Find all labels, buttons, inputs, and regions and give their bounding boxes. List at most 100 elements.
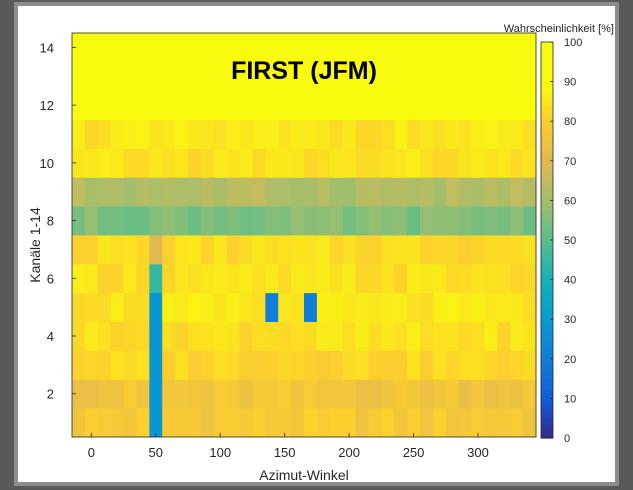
heatmap-cell bbox=[342, 408, 356, 438]
heatmap-cell bbox=[407, 90, 421, 120]
heatmap-cell bbox=[200, 206, 215, 236]
heatmap-cell bbox=[84, 90, 99, 120]
heatmap-cell bbox=[407, 148, 421, 178]
heatmap-cell bbox=[510, 119, 524, 149]
heatmap-cell bbox=[84, 292, 99, 322]
colorbar-label: Wahrscheinlichkeit [%] bbox=[504, 23, 614, 35]
heatmap-cell bbox=[110, 119, 124, 149]
heatmap-cell bbox=[355, 33, 369, 63]
heatmap-cell bbox=[188, 379, 202, 409]
heatmap-cell bbox=[316, 61, 331, 92]
colorbar-segment bbox=[541, 254, 553, 261]
heatmap-cell bbox=[445, 321, 460, 351]
heatmap-cell bbox=[278, 408, 292, 438]
heatmap-cell bbox=[136, 321, 150, 351]
heatmap-cell bbox=[316, 321, 331, 351]
heatmap-cell bbox=[510, 321, 524, 351]
heatmap-cell bbox=[420, 61, 434, 92]
heatmap-cell bbox=[278, 119, 292, 149]
colorbar-segment bbox=[541, 106, 553, 112]
heatmap-cell bbox=[252, 148, 266, 178]
heatmap-cell bbox=[484, 61, 498, 92]
heatmap-cell bbox=[162, 350, 176, 380]
heatmap-cell bbox=[368, 33, 382, 63]
y-tick-label: 14 bbox=[40, 40, 54, 55]
heatmap-cell bbox=[200, 379, 215, 409]
heatmap-cell bbox=[381, 119, 395, 149]
colorbar-segment bbox=[541, 116, 553, 122]
colorbar-segment bbox=[541, 195, 553, 201]
heatmap-cell bbox=[316, 379, 331, 409]
heatmap-cell bbox=[510, 379, 524, 409]
heatmap-cell bbox=[407, 321, 421, 351]
heatmap-cell bbox=[523, 119, 537, 149]
heatmap-cell bbox=[407, 61, 421, 92]
heatmap-cell bbox=[342, 321, 356, 351]
colorbar-segment bbox=[541, 96, 553, 102]
heatmap-cell bbox=[97, 61, 112, 92]
heatmap-cell bbox=[329, 206, 344, 236]
heatmap-cell bbox=[316, 408, 331, 438]
colorbar-segment bbox=[541, 205, 553, 211]
heatmap-cell bbox=[445, 292, 460, 322]
heatmap-cell bbox=[484, 350, 498, 380]
heatmap-cell bbox=[329, 177, 344, 207]
heatmap-cell bbox=[265, 321, 279, 351]
heatmap-cell bbox=[291, 263, 305, 294]
colorbar-segment bbox=[541, 398, 553, 404]
heatmap-cell bbox=[226, 408, 240, 438]
heatmap-cell bbox=[458, 33, 472, 63]
heatmap-cell bbox=[381, 350, 395, 380]
heatmap-cell bbox=[458, 177, 472, 207]
heatmap-cell bbox=[291, 235, 305, 265]
colorbar-tick-label: 0 bbox=[564, 433, 570, 445]
heatmap-cell bbox=[278, 263, 292, 294]
heatmap-cell bbox=[72, 90, 86, 120]
colorbar-segment bbox=[541, 249, 553, 256]
heatmap-cell bbox=[407, 408, 421, 438]
heatmap-cell bbox=[226, 33, 240, 63]
heatmap-cell bbox=[484, 33, 498, 63]
heatmap-cell bbox=[510, 90, 524, 120]
heatmap-cell bbox=[110, 206, 124, 236]
heatmap-cell bbox=[342, 263, 356, 294]
colorbar-segment bbox=[541, 81, 553, 88]
colorbar-segment bbox=[541, 244, 553, 251]
colorbar-segment bbox=[541, 259, 553, 266]
heatmap-cell bbox=[445, 148, 460, 178]
heatmap-cell bbox=[239, 235, 253, 265]
heatmap-cell bbox=[188, 350, 202, 380]
heatmap-cell bbox=[200, 321, 215, 351]
heatmap-cell bbox=[291, 119, 305, 149]
heatmap-cell bbox=[136, 61, 150, 92]
heatmap-cell bbox=[471, 33, 485, 63]
heatmap-cell bbox=[162, 263, 176, 294]
heatmap-cell bbox=[497, 292, 511, 322]
heatmap-cell bbox=[136, 379, 150, 409]
heatmap-cell bbox=[97, 350, 112, 380]
heatmap-cell bbox=[381, 263, 395, 294]
heatmap-cell bbox=[136, 235, 150, 265]
heatmap-cell bbox=[329, 33, 344, 63]
colorbar-segment bbox=[541, 200, 553, 206]
heatmap-cell bbox=[394, 235, 408, 265]
heatmap-cell bbox=[278, 90, 292, 120]
heatmap-cell bbox=[226, 321, 240, 351]
heatmap-cell bbox=[123, 235, 137, 265]
colorbar-segment bbox=[541, 418, 553, 424]
heatmap-cell bbox=[110, 177, 124, 207]
heatmap-cell bbox=[278, 379, 292, 409]
heatmap-cell bbox=[420, 292, 434, 322]
heatmap-cell bbox=[316, 119, 331, 149]
heatmap-cell bbox=[72, 408, 86, 438]
heatmap-cell bbox=[355, 235, 369, 265]
y-axis-ticks: 2 4 6 8 10 12 14 bbox=[40, 40, 76, 402]
heatmap-cell bbox=[149, 148, 163, 178]
heatmap-cell bbox=[355, 119, 369, 149]
heatmap-cell bbox=[510, 350, 524, 380]
heatmap-cell bbox=[162, 61, 176, 92]
colorbar-segment bbox=[541, 264, 553, 271]
heatmap-cell bbox=[278, 33, 292, 63]
heatmap-cell bbox=[329, 263, 344, 294]
